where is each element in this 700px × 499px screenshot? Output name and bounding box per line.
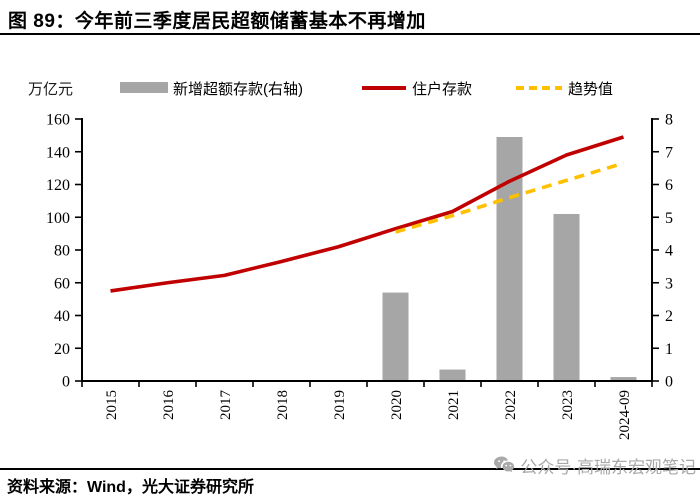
x-tick-label: 2022 <box>503 390 519 420</box>
legend-label-excess-deposits: 新增超额存款(右轴) <box>173 81 303 98</box>
x-tick-label: 2016 <box>161 390 177 421</box>
dashed-line-swatch <box>516 86 562 90</box>
watermark: 公众号·高瑞东宏观笔记 <box>493 452 696 478</box>
chart-canvas: 0 20 40 60 80 100 120 140 160 0 1 2 3 4 5 6 7 8 2015 2016 20… <box>46 112 673 441</box>
y-axis-right-tick-label: 4 <box>665 243 673 260</box>
y-axis-left-tick-label: 120 <box>46 177 70 194</box>
x-tick-label: 2020 <box>389 390 405 420</box>
y-axis-right-tick-label: 5 <box>665 210 673 227</box>
x-tick-label: 2017 <box>218 390 234 421</box>
y-axis-right-tick-label: 3 <box>665 275 673 292</box>
bar <box>553 213 580 381</box>
x-tick-label: 2021 <box>446 390 462 420</box>
bar <box>496 137 523 381</box>
bar <box>610 377 637 381</box>
legend: 万亿元 新增超额存款(右轴) 住户存款 趋势值 <box>0 76 700 98</box>
y-axis-left-tick-label: 40 <box>54 308 70 325</box>
y-axis-left-tick-label: 160 <box>46 112 70 129</box>
source-note: 资料来源：Wind，光大证券研究所 <box>7 479 254 496</box>
y-axis-left-tick-label: 140 <box>46 144 70 161</box>
y-axis-right-tick-label: 7 <box>665 144 673 161</box>
x-tick-label: 2019 <box>332 390 348 420</box>
y-axis-right-tick-label: 2 <box>665 308 673 325</box>
x-tick-label: 2023 <box>560 390 576 420</box>
wechat-icon <box>494 456 515 473</box>
y-axis-left-tick-label: 80 <box>54 243 70 260</box>
y-axis-right-tick-label: 6 <box>665 177 673 194</box>
y-axis-left-tick-label: 0 <box>62 374 70 391</box>
legend-label-trend: 趋势值 <box>568 81 614 98</box>
x-tick-label: 2024-09 <box>617 390 633 440</box>
figure-title: 图 89：今年前三季度居民超额储蓄基本不再增加 <box>8 11 426 32</box>
title-divider <box>0 33 700 35</box>
y-axis-right-tick-label: 8 <box>665 112 673 129</box>
left-axis-unit-label: 万亿元 <box>28 81 74 98</box>
legend-label-household-deposits: 住户存款 <box>412 81 473 98</box>
bar <box>382 292 409 381</box>
y-axis-left-tick-label: 60 <box>54 275 70 292</box>
y-axis-left-tick-label: 20 <box>54 341 70 358</box>
line-swatch <box>362 86 406 90</box>
y-axis-left-tick-label: 100 <box>46 210 70 227</box>
watermark-text: 公众号·高瑞东宏观笔记 <box>520 457 696 477</box>
x-tick-label: 2018 <box>275 390 291 420</box>
bar <box>439 369 466 381</box>
deposit-line <box>110 135 625 293</box>
x-tick-label: 2015 <box>104 390 120 420</box>
y-axis-right-tick-label: 1 <box>665 341 673 358</box>
source-divider <box>0 468 700 470</box>
y-axis-right-tick-label: 0 <box>665 374 673 391</box>
trend-line <box>395 161 625 234</box>
bar-swatch <box>120 82 168 93</box>
